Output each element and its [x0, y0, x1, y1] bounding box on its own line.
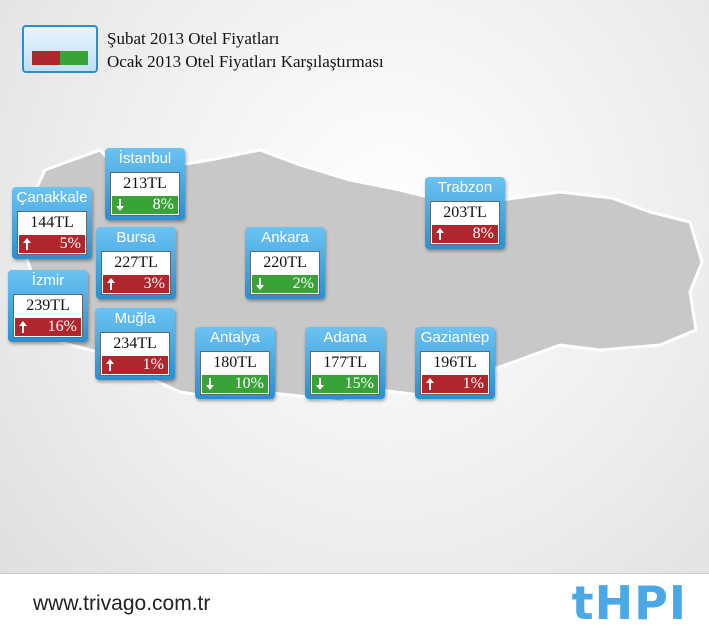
- price: 180TL: [213, 354, 257, 371]
- city-name: Gaziantep: [420, 329, 490, 346]
- city-card: Muğla 234TL 1%: [95, 308, 175, 380]
- city-name: İzmir: [31, 272, 65, 289]
- price-box: 196TL 1%: [420, 351, 490, 395]
- arrow-shape: [19, 321, 27, 333]
- change: 16%: [47, 318, 77, 335]
- city-name: Muğla: [114, 310, 156, 327]
- arrow-shape: [436, 228, 444, 240]
- city-card: Ankara 220TL 2%: [245, 227, 325, 299]
- change: 1%: [142, 356, 164, 373]
- legend-text: Şubat 2013 Otel Fiyatları: [107, 29, 280, 48]
- change: 15%: [344, 375, 374, 392]
- price-box: 213TL 8%: [110, 172, 180, 216]
- city-name: İstanbul: [118, 150, 172, 167]
- trend-arrow: [23, 238, 31, 250]
- city-card: Trabzon 203TL 8%: [425, 177, 505, 249]
- price: 196TL: [433, 354, 477, 371]
- arrow-shape: [23, 238, 31, 250]
- price: 213TL: [123, 175, 167, 192]
- city-card: Antalya 180TL 10%: [195, 327, 275, 399]
- price-box: 239TL 16%: [13, 294, 83, 338]
- trend-arrow: [316, 378, 324, 390]
- price-box: 203TL 8%: [430, 201, 500, 245]
- change-bar: 15%: [312, 375, 378, 393]
- city-name: Trabzon: [437, 179, 493, 196]
- legend-icon: [22, 25, 98, 73]
- city-card: Gaziantep 196TL 1%: [415, 327, 495, 399]
- price-box: 234TL 1%: [100, 332, 170, 376]
- city-card: Adana 177TL 15%: [305, 327, 385, 399]
- arrow-shape: [426, 378, 434, 390]
- price: 239TL: [26, 297, 70, 314]
- change-bar: 16%: [15, 318, 81, 336]
- city-card: İzmir 239TL 16%: [8, 270, 88, 342]
- change-bar: 5%: [19, 235, 85, 253]
- change-bar: 1%: [422, 375, 488, 393]
- trend-arrow: [436, 228, 444, 240]
- trend-arrow: [107, 278, 115, 290]
- footer: www.trivago.com.tr tHPI: [0, 573, 709, 634]
- change: 8%: [152, 196, 174, 213]
- arrow-shape: [116, 199, 124, 211]
- legend-text: Ocak 2013 Otel Fiyatları Karşılaştırması: [107, 52, 384, 71]
- change: 10%: [234, 375, 264, 392]
- change-bar: 10%: [202, 375, 268, 393]
- arrow-shape: [316, 378, 324, 390]
- arrow-shape: [107, 278, 115, 290]
- change: 5%: [59, 235, 81, 252]
- price-box: 220TL 2%: [250, 251, 320, 295]
- change: 2%: [292, 275, 314, 292]
- change-bar: 3%: [103, 275, 169, 293]
- trend-arrow: [116, 199, 124, 211]
- arrow-shape: [256, 278, 264, 290]
- price: 234TL: [113, 335, 157, 352]
- price-box: 180TL 10%: [200, 351, 270, 395]
- city-card: Çanakkale 144TL 5%: [12, 187, 92, 259]
- price-box: 177TL 15%: [310, 351, 380, 395]
- change: 8%: [472, 225, 494, 242]
- city-name: Antalya: [209, 329, 261, 346]
- price-box: 227TL 3%: [101, 251, 171, 295]
- trend-arrow: [19, 321, 27, 333]
- price: 220TL: [263, 254, 307, 271]
- change-bar: 2%: [252, 275, 318, 293]
- city-name: Çanakkale: [16, 189, 88, 206]
- city-name: Adana: [323, 329, 367, 346]
- change: 1%: [462, 375, 484, 392]
- trend-arrow: [426, 378, 434, 390]
- city-card: İstanbul 213TL 8%: [105, 148, 185, 220]
- price: 144TL: [30, 214, 74, 231]
- city-name: Ankara: [261, 229, 309, 246]
- logo: tHPI: [571, 576, 687, 630]
- city-card: Bursa 227TL 3%: [96, 227, 176, 299]
- arrow-shape: [106, 359, 114, 371]
- change-bar: 1%: [102, 356, 168, 374]
- change: 3%: [143, 275, 165, 292]
- price: 177TL: [323, 354, 367, 371]
- url: www.trivago.com.tr: [33, 592, 211, 615]
- trend-arrow: [206, 378, 214, 390]
- price: 227TL: [114, 254, 158, 271]
- city-name: Bursa: [116, 229, 156, 246]
- change-bar: 8%: [112, 196, 178, 214]
- trend-arrow: [106, 359, 114, 371]
- price: 203TL: [443, 204, 487, 221]
- arrow-shape: [206, 378, 214, 390]
- price-box: 144TL 5%: [17, 211, 87, 255]
- trend-arrow: [256, 278, 264, 290]
- change-bar: 8%: [432, 225, 498, 243]
